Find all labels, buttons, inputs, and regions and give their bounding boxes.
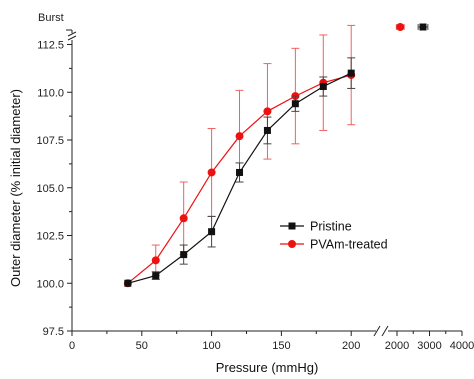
legend-item: Pristine: [280, 220, 352, 234]
legend-item: PVAm-treated: [280, 238, 388, 252]
y-tick-label: 97.5: [43, 326, 64, 338]
y-tick-label: 112.5: [37, 40, 64, 52]
x-axis-title: Pressure (mmHg): [216, 360, 319, 375]
data-point: [263, 107, 272, 116]
x-axis-break-mark: [373, 325, 381, 337]
y-tick-label: 102.5: [36, 231, 64, 243]
data-point: [151, 256, 160, 265]
data-point: [236, 168, 244, 176]
data-point: [347, 69, 355, 77]
data-point: [152, 272, 160, 280]
chart-legend: Pristine PVAm-treated: [280, 220, 388, 252]
y-axis-break-mark: [67, 35, 77, 41]
y-tick-label: 105.0: [36, 183, 64, 195]
burst-label: Burst: [38, 12, 64, 24]
x-tick-label: 50: [136, 340, 148, 352]
x-tick-label: 0: [69, 340, 75, 352]
burst-point: [396, 23, 405, 31]
chart-series: [123, 23, 429, 288]
x-tick-label-broken: 3000: [417, 340, 441, 352]
x-tick-label: 100: [202, 340, 220, 352]
x-axis-break-mark: [381, 325, 389, 337]
data-point: [179, 214, 188, 223]
y-tick-label: 107.5: [36, 135, 64, 147]
legend-label: Pristine: [310, 220, 352, 234]
legend-marker: [288, 222, 296, 230]
series-pristine: [124, 23, 429, 287]
x-tick-label-broken: 2000: [385, 340, 409, 352]
data-point: [207, 168, 216, 177]
data-point: [208, 228, 216, 236]
data-point: [124, 279, 132, 287]
y-tick-label: 110.0: [37, 87, 64, 99]
x-tick-label: 150: [272, 340, 290, 352]
x-tick-label: 200: [342, 340, 360, 352]
y-axis-title: Outer diameter (% initial diameter): [8, 89, 23, 287]
data-point: [235, 132, 244, 141]
data-point: [263, 126, 271, 134]
x-tick-label-broken: 4000: [450, 340, 474, 352]
chart-axes: 97.5 100.0 102.5 105.0 107.5 110.0 112.5 0 50 100…: [36, 29, 474, 352]
data-point: [319, 83, 327, 91]
data-point: [291, 100, 299, 108]
data-point: [180, 251, 188, 259]
burst-point: [419, 23, 427, 31]
y-tick-label: 100.0: [36, 278, 64, 290]
y-axis-break-mark: [67, 31, 77, 37]
legend-label: PVAm-treated: [310, 238, 388, 252]
legend-marker: [288, 240, 296, 248]
